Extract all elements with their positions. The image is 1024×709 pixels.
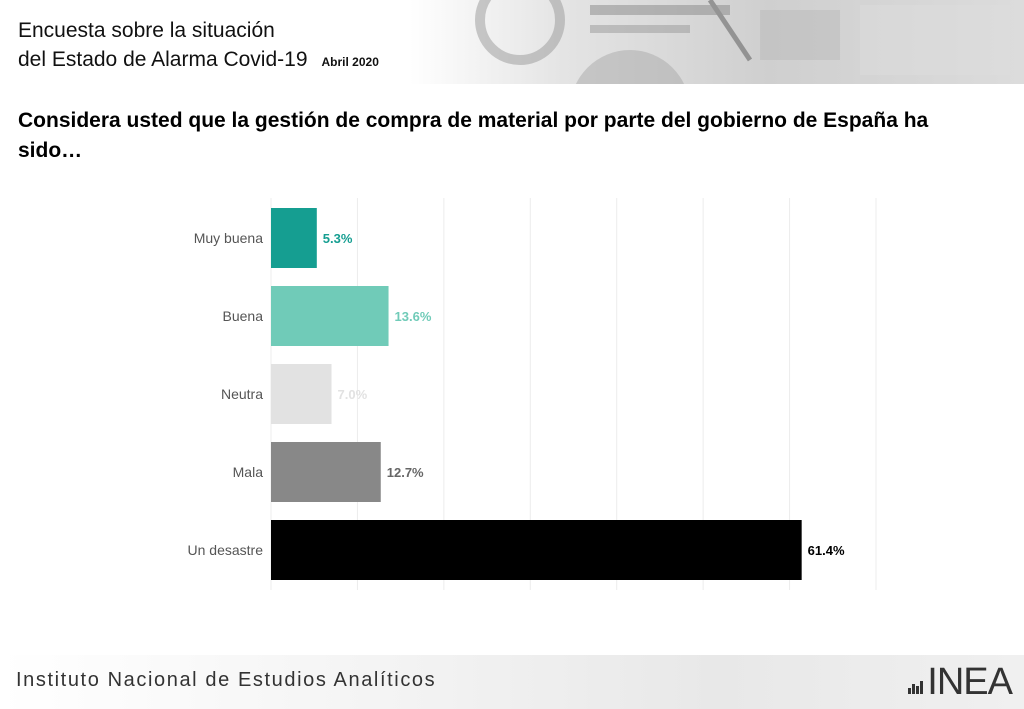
- value-label: 12.7%: [387, 465, 424, 480]
- value-label: 7.0%: [338, 387, 368, 402]
- question-title: Considera usted que la gestión de compra…: [18, 109, 929, 162]
- category-label: Buena: [223, 308, 264, 324]
- report-date: Abril 2020: [321, 55, 379, 69]
- title-line-1: Encuesta sobre la situación: [18, 19, 275, 42]
- category-label: Un desastre: [188, 542, 264, 558]
- footer-banner: Instituto Nacional de Estudios Analítico…: [0, 655, 1024, 709]
- institute-name: Instituto Nacional de Estudios Analítico…: [16, 669, 437, 691]
- bar: [271, 442, 381, 502]
- title-line-2: del Estado de Alarma Covid-19: [18, 48, 308, 71]
- value-label: 61.4%: [808, 543, 845, 558]
- report-title: Encuesta sobre la situación del Estado d…: [18, 16, 379, 77]
- inea-logo: INEA: [908, 661, 1013, 704]
- category-label: Muy buena: [194, 230, 263, 246]
- bar: [271, 286, 389, 346]
- bar: [271, 364, 332, 424]
- bar-chart: Muy buena 5.3% Buena 13.6% Neutra 7.0% Mala 12.…: [188, 198, 877, 590]
- category-label: Mala: [233, 464, 264, 480]
- bar: [271, 520, 802, 580]
- value-label: 5.3%: [323, 231, 353, 246]
- logo-text: INEA: [927, 661, 1013, 703]
- bar: [271, 208, 317, 268]
- decorative-chart-image: [475, 0, 1010, 84]
- value-label: 13.6%: [395, 309, 432, 324]
- header-banner: [0, 0, 1024, 84]
- category-label: Neutra: [221, 386, 263, 402]
- bars-logo-icon: [908, 661, 924, 704]
